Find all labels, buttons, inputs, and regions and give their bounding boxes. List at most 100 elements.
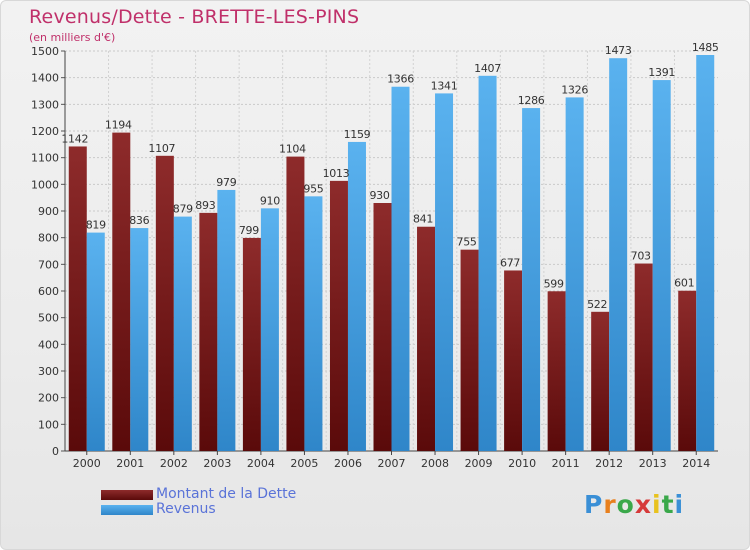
bar-revenus	[696, 55, 715, 451]
data-label-dette: 799	[239, 224, 259, 237]
x-tick-label: 2011	[552, 457, 580, 470]
chart-subtitle: (en milliers d'€)	[29, 31, 116, 44]
x-tick-label: 2001	[116, 457, 144, 470]
bar-dette	[504, 270, 523, 451]
bar-dette	[591, 311, 610, 451]
logo-letter: x	[634, 490, 652, 519]
data-label-dette: 1107	[148, 142, 175, 155]
bar-revenus	[130, 228, 149, 451]
data-label-revenus: 819	[86, 219, 106, 232]
x-tick-label: 2000	[73, 457, 101, 470]
bar-revenus	[217, 189, 236, 451]
bar-revenus	[565, 97, 584, 452]
logo-letter: o	[616, 490, 635, 519]
legend-label-revenus: Revenus	[156, 501, 216, 517]
y-tick-label: 1000	[31, 178, 59, 191]
bar-revenus	[522, 108, 541, 452]
x-tick-label: 2004	[247, 457, 275, 470]
data-label-revenus: 1159	[344, 128, 371, 141]
x-tick-label: 2003	[203, 457, 231, 470]
y-tick-label: 100	[38, 418, 59, 431]
logo-letter: i	[674, 490, 685, 519]
data-label-dette: 1194	[105, 119, 132, 132]
logo-letter: i	[652, 490, 662, 519]
bar-dette	[199, 212, 218, 451]
bar-dette	[678, 290, 697, 451]
data-label-dette: 601	[674, 277, 694, 290]
y-tick-label: 1200	[31, 125, 59, 138]
y-tick-label: 1400	[31, 72, 59, 85]
y-tick-label: 1300	[31, 98, 59, 111]
data-label-revenus: 1366	[387, 73, 414, 86]
data-label-dette: 893	[195, 199, 215, 212]
y-tick-label: 900	[38, 205, 59, 218]
legend-swatch-dette	[101, 490, 153, 500]
y-tick-label: 0	[52, 445, 59, 458]
y-tick-label: 300	[38, 365, 59, 378]
data-label-dette: 1013	[323, 167, 350, 180]
legend-swatch-revenus	[101, 505, 153, 515]
data-label-revenus: 1391	[648, 66, 675, 79]
data-label-dette: 522	[587, 298, 607, 311]
bar-revenus	[347, 141, 366, 451]
logo-letter: r	[603, 490, 617, 519]
bars	[68, 55, 715, 452]
chart-title: Revenus/Dette - BRETTE-LES-PINS	[29, 6, 360, 28]
data-label-dette: 1104	[279, 143, 306, 156]
data-label-revenus: 955	[303, 182, 323, 195]
x-tick-label: 2009	[465, 457, 493, 470]
bar-dette	[417, 226, 436, 451]
x-tick-label: 2013	[639, 457, 667, 470]
y-tick-label: 400	[38, 338, 59, 351]
axes: 0 100 200 300 400 500 600 700 800 900 1000 1100 1200…	[31, 45, 718, 470]
bar-revenus	[652, 80, 671, 452]
bar-dette	[373, 203, 392, 451]
data-label-revenus: 1341	[431, 79, 458, 92]
y-tick-label: 500	[38, 312, 59, 325]
legend-label-dette: Montant de la Dette	[156, 486, 297, 502]
y-tick-label: 700	[38, 258, 59, 271]
x-tick-label: 2005	[290, 457, 318, 470]
bar-revenus	[86, 232, 105, 451]
data-label-dette: 755	[457, 236, 477, 249]
x-tick-label: 2006	[334, 457, 362, 470]
bar-dette	[68, 146, 87, 451]
bar-dette	[460, 249, 479, 451]
data-label-dette: 930	[369, 189, 389, 202]
logo-letter: P	[584, 490, 604, 519]
data-label-revenus: 979	[216, 176, 236, 189]
data-label-revenus: 879	[173, 203, 193, 216]
data-label-revenus: 1326	[561, 83, 588, 96]
data-label-dette: 841	[413, 213, 433, 226]
y-tick-label: 600	[38, 285, 59, 298]
bar-revenus	[304, 196, 323, 451]
x-tick-label: 2008	[421, 457, 449, 470]
data-label-dette: 703	[631, 250, 651, 263]
x-tick-label: 2007	[378, 457, 406, 470]
bar-revenus	[435, 93, 454, 452]
y-tick-label: 800	[38, 232, 59, 245]
x-tick-label: 2014	[682, 457, 710, 470]
bar-revenus	[609, 58, 628, 451]
logo-letter: t	[661, 490, 675, 519]
data-label-dette: 599	[544, 277, 564, 290]
data-label-revenus: 1473	[605, 44, 632, 57]
bar-dette	[112, 132, 131, 451]
bar-dette	[547, 291, 566, 451]
x-tick-label: 2012	[595, 457, 623, 470]
bar-dette	[242, 237, 261, 451]
data-label-dette: 1142	[61, 132, 88, 145]
bar-revenus	[391, 86, 410, 451]
bar-revenus	[260, 208, 279, 451]
y-tick-label: 1500	[31, 45, 59, 58]
data-label-revenus: 1485	[692, 41, 719, 54]
data-label-revenus: 1407	[474, 62, 501, 75]
bar-dette	[634, 263, 653, 451]
data-label-revenus: 836	[129, 214, 149, 227]
bar-dette	[329, 180, 348, 451]
data-label-revenus: 910	[260, 194, 280, 207]
data-label-revenus: 1286	[518, 94, 545, 107]
